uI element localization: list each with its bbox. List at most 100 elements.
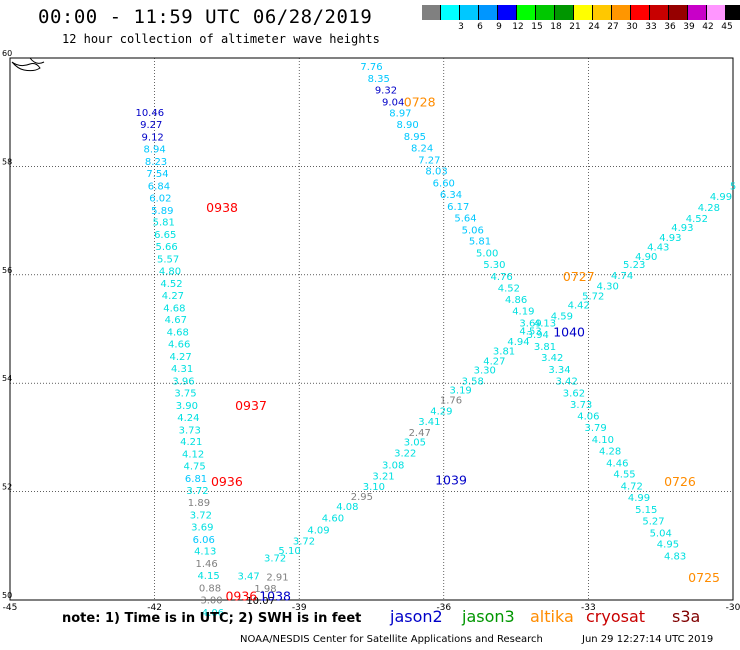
wave-height-value: 5.81 xyxy=(469,237,491,248)
wave-height-value: 3.69 xyxy=(519,318,541,329)
wave-height-value: 3.75 xyxy=(174,388,196,399)
wave-height-value: 4.10 xyxy=(592,435,614,446)
wave-height-value: 4.99 xyxy=(628,493,650,504)
wave-height-value: 3.69 xyxy=(191,522,213,533)
generation-timestamp: Jun 29 12:27:14 UTC 2019 xyxy=(582,634,714,645)
colorbar-swatch xyxy=(441,5,460,20)
wave-height-value: 3.81 xyxy=(534,342,556,353)
pass-time-label: 0937 xyxy=(235,398,267,413)
wave-height-value: 3.22 xyxy=(394,449,416,460)
wave-height-value: 3.21 xyxy=(372,471,394,482)
units-note: note: 1) Time is in UTC; 2) SWH is in fe… xyxy=(62,611,362,626)
wave-height-value: 3.10 xyxy=(363,482,385,493)
lon-tick-label: -33 xyxy=(581,603,596,613)
wave-height-value: 8.35 xyxy=(368,74,390,85)
wave-height-value: 4.19 xyxy=(512,307,534,318)
wave-height-value: 4.68 xyxy=(167,328,189,339)
wave-height-value: 3.42 xyxy=(556,376,578,387)
wave-height-value: 4.27 xyxy=(162,291,184,302)
colorbar-swatch xyxy=(593,5,612,20)
wave-height-value: 5.06 xyxy=(462,225,484,236)
pass-time-label: 1040 xyxy=(553,325,585,340)
legend-s3a: s3a xyxy=(672,607,701,626)
colorbar-swatch xyxy=(460,5,479,20)
wave-height-value: 4.43 xyxy=(647,243,669,254)
pass-time-label: 0936 xyxy=(211,474,243,489)
wave-height-value: 6.84 xyxy=(148,181,170,192)
wave-height-value: 4.29 xyxy=(430,406,452,417)
legend-jason2: jason2 xyxy=(390,607,443,626)
wave-height-value: 4.52 xyxy=(686,214,708,225)
lat-tick-label: 54 xyxy=(2,374,12,383)
wave-height-value: 4.28 xyxy=(698,203,720,214)
colorbar-swatch xyxy=(650,5,669,20)
wave-height-value: 3.00 xyxy=(200,595,222,606)
colorbar-label: 6 xyxy=(477,22,483,32)
legend-cryosat: cryosat xyxy=(586,607,646,626)
wave-height-value: 3.08 xyxy=(382,461,404,472)
colorbar-swatch xyxy=(536,5,555,20)
pass-time-label: 1039 xyxy=(435,473,467,488)
wave-height-value: 5.89 xyxy=(151,206,173,217)
wave-height-value: 4.83 xyxy=(664,552,686,563)
wave-height-value: 4.75 xyxy=(183,462,205,473)
wave-height-value: 3.81 xyxy=(493,347,515,358)
wave-height-value: 3.73 xyxy=(570,400,592,411)
colorbar-swatch xyxy=(422,5,441,20)
wave-height-value: 8.95 xyxy=(404,132,426,143)
wave-height-value: 4.28 xyxy=(599,446,621,457)
wave-height-value: 4.76 xyxy=(491,272,513,283)
colorbar-swatch xyxy=(479,5,498,20)
wave-height-value: 8.94 xyxy=(143,145,165,156)
wave-height-value: 3.96 xyxy=(172,376,194,387)
wave-height-value: 4.68 xyxy=(163,303,185,314)
lat-tick-label: 60 xyxy=(2,49,12,58)
wave-height-value: 10.46 xyxy=(135,108,164,119)
lat-tick-label: 58 xyxy=(2,157,12,166)
wave-height-value: 9.04 xyxy=(382,97,404,108)
colorbar-label: 45 xyxy=(721,22,733,32)
wave-height-value: 5.04 xyxy=(650,528,672,539)
colorbar-label: 9 xyxy=(496,22,502,32)
wave-height-value: 3.47 xyxy=(237,572,259,583)
pass-time-label: 0727 xyxy=(563,269,595,284)
wave-height-value: 3.41 xyxy=(418,417,440,428)
wave-height-value: 4.27 xyxy=(483,356,505,367)
wave-height-value: 6.60 xyxy=(433,179,455,190)
wave-height-value: 4.27 xyxy=(169,352,191,363)
wave-height-value: 4.93 xyxy=(659,233,681,244)
wave-height-value: 4.59 xyxy=(551,311,573,322)
wave-height-value: 5.00 xyxy=(476,249,498,260)
colorbar-swatch xyxy=(612,5,631,20)
wave-height-value: 4.21 xyxy=(180,437,202,448)
wave-height-value: 3.72 xyxy=(264,554,286,565)
wave-height-value: 4.53 xyxy=(519,327,541,338)
colorbar-label: 24 xyxy=(588,22,600,32)
wave-height-value: 9.32 xyxy=(375,85,397,96)
wave-height-value: 5.66 xyxy=(156,242,178,253)
wave-height-value: 3.05 xyxy=(404,438,426,449)
page-title: 00:00 - 11:59 UTC 06/28/2019 xyxy=(38,6,373,28)
wave-height-value: 4.15 xyxy=(197,571,219,582)
wave-height-value: 5.81 xyxy=(153,218,175,229)
colorbar-swatch xyxy=(669,5,688,20)
wave-height-value: 4.52 xyxy=(498,283,520,294)
wave-height-value: 3.94 xyxy=(527,330,549,341)
wave-height-value: 6.06 xyxy=(193,535,215,546)
wave-height-value: 3.73 xyxy=(179,425,201,436)
wave-height-value: 8.23 xyxy=(145,157,167,168)
wave-height-value: 0.88 xyxy=(199,584,221,595)
lon-tick-label: -39 xyxy=(292,603,307,613)
pass-time-label: 1038 xyxy=(259,589,291,604)
colorbar-label: 18 xyxy=(550,22,562,32)
wave-height-value: 3.72 xyxy=(190,510,212,521)
lon-tick-label: -36 xyxy=(436,603,451,613)
colorbar-label: 12 xyxy=(512,22,524,32)
pass-time-label: 0726 xyxy=(664,474,696,489)
pass-time-label: 0728 xyxy=(404,94,436,109)
wave-height-value: 9.27 xyxy=(140,120,162,131)
wave-height-value: 4.66 xyxy=(168,340,190,351)
legend-jason3: jason3 xyxy=(462,607,515,626)
colorbar-swatch xyxy=(631,5,650,20)
wave-height-value: 3.62 xyxy=(563,388,585,399)
